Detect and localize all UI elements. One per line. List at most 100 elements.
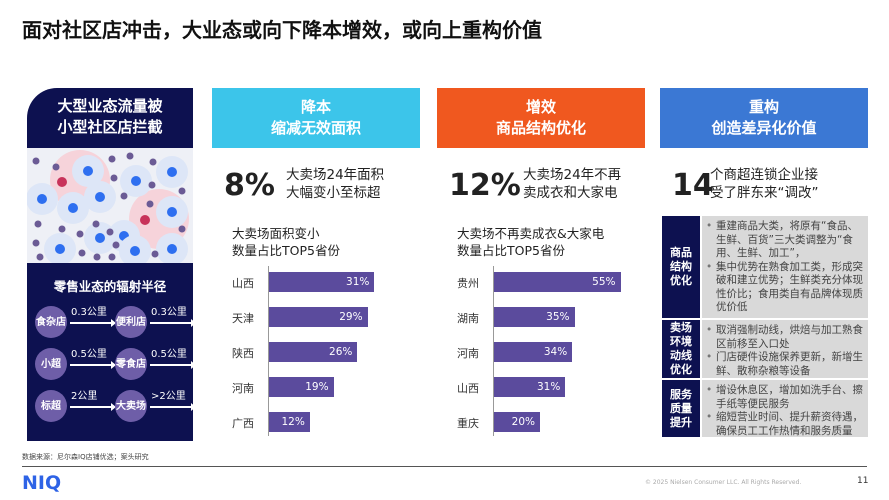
copyright: © 2025 Nielsen Consumer LLC. All Rights … [645, 479, 802, 486]
hypermarket-dot [57, 177, 67, 187]
arrow-icon [70, 403, 116, 411]
column-header: 重构 创造差异化价值 [660, 88, 868, 148]
niq-logo: NIQ [22, 472, 62, 494]
store-dot [167, 244, 177, 254]
small-store-dot [92, 220, 100, 228]
chart-title: 大卖场不再卖成衣&大家电 数量占比TOP5省份 [457, 226, 605, 258]
bullet-point: 增设休息区，增加如洗手台、擦手纸等便民服务 [706, 384, 864, 411]
bullet-point: 取消强制动线，烘焙与加工熟食区前移至入口处 [706, 324, 864, 351]
page-number: 11 [857, 476, 869, 486]
bar: 31% [269, 272, 375, 292]
bar: 29% [269, 307, 368, 327]
left-panel: 大型业态流量被 小型社区店拦截 零售业态的辐射半径 食杂店 0.3公里 便利店 0.3公… [27, 88, 193, 441]
footer-divider [22, 466, 867, 467]
bar: 26% [269, 342, 358, 362]
small-store-dot [149, 158, 157, 166]
table-row-label: 卖场 环境 动线 优化 [662, 320, 700, 378]
table-row-label: 商品 结构 优化 [662, 216, 700, 318]
bar: 35% [494, 307, 575, 327]
bar-category: 广西 [232, 417, 254, 430]
hypermarket-dot [140, 215, 150, 225]
format-circle: 便利店 [115, 306, 147, 338]
bar-category: 河南 [457, 347, 479, 360]
bullet-point: 集中优势在熟食加工类，形成突破和建立优势；生鲜类充分体现性价比；食用类自有品牌体… [706, 261, 864, 315]
format-circle: 食杂店 [35, 306, 67, 338]
bullet-point: 缩短营业时间、提升薪资待遇，确保员工工作热情和服务质量 [706, 411, 864, 438]
bar-category: 河南 [232, 382, 254, 395]
bar-category: 贵州 [457, 277, 479, 290]
data-source: 数据来源：尼尔森IQ店铺优选；案头研究 [22, 453, 149, 461]
small-store-dot [112, 241, 120, 249]
chart-axis [268, 266, 269, 436]
bar: 34% [494, 342, 573, 362]
bar-category: 陕西 [232, 347, 254, 360]
radius-distance: 0.5公里 [71, 349, 107, 360]
bar: 20% [494, 412, 540, 432]
stat-description: 个商超连锁企业接 受了胖东来“调改” [710, 167, 819, 201]
bar-category: 山西 [457, 382, 479, 395]
table-row-label: 服务 质量 提升 [662, 380, 700, 437]
store-dot [130, 246, 140, 256]
bar-category: 天津 [232, 312, 254, 325]
bar-category: 山西 [232, 277, 254, 290]
key-stat: 8% [224, 168, 275, 203]
store-dot [131, 176, 141, 186]
store-dot [55, 244, 65, 254]
chart-title: 大卖场面积变小 数量占比TOP5省份 [232, 226, 340, 258]
small-store-dot [108, 253, 116, 261]
small-store-dot [108, 155, 116, 163]
small-store-dot [178, 187, 186, 195]
column-header: 增效 商品结构优化 [437, 88, 645, 148]
small-store-dot [148, 181, 156, 189]
bar: 19% [269, 377, 334, 397]
radius-distance: 0.3公里 [71, 307, 107, 318]
bar: 55% [494, 272, 621, 292]
small-store-dot [178, 225, 186, 233]
chart-axis [493, 266, 494, 436]
table-row-content: 增设休息区，增加如洗手台、擦手纸等便民服务缩短营业时间、提升薪资待遇，确保员工工… [702, 380, 868, 437]
bar: 12% [269, 412, 310, 432]
radius-distance: 2公里 [71, 391, 98, 402]
bar-category: 重庆 [457, 417, 479, 430]
small-store-dot [126, 152, 134, 160]
store-dot [95, 233, 105, 243]
format-circle: 零食店 [115, 348, 147, 380]
radius-distance: 0.5公里 [151, 349, 187, 360]
store-dot [167, 207, 177, 217]
arrow-icon [70, 361, 116, 369]
small-store-dot [52, 163, 60, 171]
bullet-point: 重建商品大类，将原有“食品、生鲜、百货”三大类调整为“食用、生鲜、加工”， [706, 220, 864, 261]
page-title: 面对社区店冲击，大业态或向下降本增效，或向上重构价值 [22, 18, 542, 42]
small-store-dot [78, 249, 86, 257]
bar: 31% [494, 377, 566, 397]
radius-distance: 0.3公里 [151, 307, 187, 318]
stat-description: 大卖场24年面积 大幅变小至标超 [286, 167, 385, 201]
small-store-dot [146, 200, 154, 208]
store-dot [37, 194, 47, 204]
store-dot [167, 167, 177, 177]
key-stat: 12% [449, 168, 521, 203]
small-store-dot [93, 253, 101, 261]
key-stat: 14 [672, 168, 714, 203]
left-heading: 大型业态流量被 小型社区店拦截 [57, 97, 163, 136]
small-store-dot [110, 174, 118, 182]
store-dot [83, 166, 93, 176]
arrow-icon [150, 319, 193, 327]
radius-distance: >2公里 [151, 391, 186, 402]
table-row-content: 取消强制动线，烘焙与加工熟食区前移至入口处门店硬件设施保养更新，新增生鲜、散称杂… [702, 320, 868, 378]
column-header: 降本 缩减无效面积 [212, 88, 420, 148]
bar-category: 湖南 [457, 312, 479, 325]
store-density-map [27, 148, 193, 263]
arrow-icon [150, 403, 193, 411]
small-store-dot [76, 230, 84, 238]
arrow-icon [70, 319, 116, 327]
small-store-dot [34, 220, 42, 228]
small-store-dot [36, 253, 44, 261]
stat-description: 大卖场24年不再 卖成衣和大家电 [523, 167, 622, 201]
format-circle: 小超 [35, 348, 67, 380]
small-store-dot [58, 225, 66, 233]
small-store-dot [106, 228, 114, 236]
bullet-point: 门店硬件设施保养更新，新增生鲜、散称杂粮等设备 [706, 351, 864, 378]
radius-title: 零售业态的辐射半径 [53, 279, 167, 294]
small-store-dot [32, 157, 40, 165]
